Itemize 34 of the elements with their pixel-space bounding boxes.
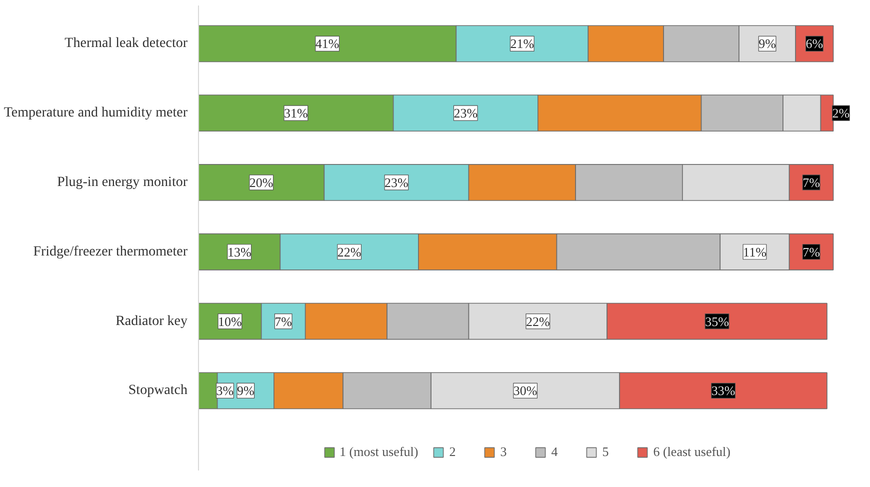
data-label: 23% [384, 174, 409, 190]
data-label: 2% [832, 106, 850, 121]
data-label: 7% [802, 174, 820, 190]
y-tick-label: Radiator key [116, 314, 188, 329]
y-tick-label: Stopwatch [128, 383, 188, 398]
data-label: 41% [315, 36, 340, 52]
data-label: 21% [510, 36, 534, 52]
y-tick-label: Thermal leak detector [64, 36, 188, 52]
y-tick-label: Fridge/freezer thermometer [33, 244, 188, 260]
data-label: 31% [284, 106, 308, 121]
data-label: 33% [711, 383, 736, 398]
legend-label: 6 (least useful) [653, 444, 730, 460]
data-label: 6% [806, 36, 824, 52]
y-tick-label: Temperature and humidity meter [4, 106, 188, 121]
data-label: 7% [274, 314, 292, 329]
legend-label: 4 [551, 444, 559, 460]
y-tick-label: Plug-in energy monitor [57, 174, 188, 190]
data-label: 23% [454, 106, 478, 121]
legend-label: 3 [500, 444, 508, 460]
data-label: 22% [337, 244, 362, 260]
data-label: 9% [758, 36, 776, 52]
data-label: 22% [526, 314, 550, 329]
data-label: 30% [513, 383, 538, 398]
data-label: 3% [216, 383, 234, 398]
data-label: 9% [236, 383, 254, 398]
legend-label: 2 [449, 444, 457, 460]
data-label: 11% [743, 244, 767, 260]
data-label: 7% [802, 244, 820, 260]
data-label: 20% [249, 174, 274, 190]
data-label: 35% [705, 314, 730, 329]
legend-label: 1 (most useful) [340, 444, 418, 460]
data-label: 10% [218, 314, 242, 329]
data-label: 13% [227, 244, 252, 260]
legend-label: 5 [602, 444, 610, 460]
